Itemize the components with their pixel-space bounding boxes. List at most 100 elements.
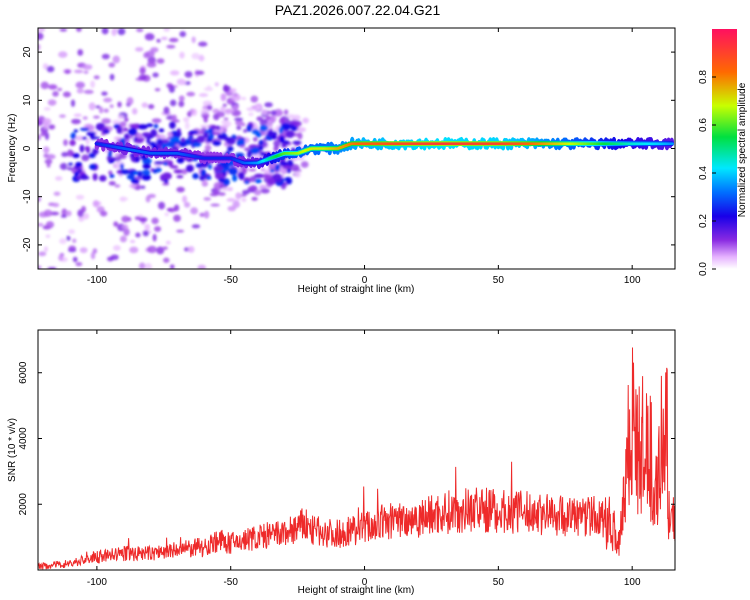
noise-blob	[192, 173, 199, 180]
noise-blob	[160, 36, 168, 41]
noise-blob	[61, 208, 68, 217]
x-tick-label: 0	[362, 577, 368, 588]
noise-blob	[184, 201, 191, 208]
noise-blob	[111, 28, 117, 36]
noise-blob	[137, 170, 143, 178]
noise-blob	[67, 162, 73, 166]
noise-blob	[79, 247, 88, 254]
noise-blob	[59, 28, 68, 32]
noise-blob	[57, 87, 63, 92]
noise-blob	[95, 105, 101, 109]
noise-blob	[147, 245, 157, 254]
noise-blob	[38, 196, 41, 202]
colorbar-tick-label: 0.8	[698, 70, 709, 84]
noise-blob	[181, 168, 188, 175]
noise-blob	[77, 49, 84, 56]
noise-blob	[166, 207, 173, 212]
noise-blob	[218, 178, 226, 183]
noise-blob	[103, 97, 113, 103]
noise-blob	[163, 28, 170, 32]
noise-blob	[248, 112, 254, 117]
colorbar-label: Normalized spectral amplitude	[737, 82, 748, 217]
noise-blob	[179, 31, 187, 38]
noise-blob	[72, 256, 78, 263]
noise-blob	[72, 153, 80, 159]
noise-blob	[42, 117, 52, 126]
noise-blob	[206, 176, 212, 180]
noise-blob	[223, 137, 233, 141]
noise-blob	[40, 132, 47, 137]
noise-blob	[126, 174, 135, 180]
colorbar-tick-label: 0.0	[698, 262, 709, 276]
noise-blob	[141, 132, 152, 137]
noise-blob	[58, 254, 64, 261]
noise-blob	[272, 173, 282, 180]
noise-blob	[219, 125, 229, 129]
noise-blob	[38, 222, 44, 227]
noise-blob	[285, 130, 295, 139]
noise-blob	[114, 155, 122, 163]
noise-blob	[164, 212, 169, 217]
noise-blob	[138, 217, 148, 223]
noise-blob	[141, 102, 149, 108]
noise-blob	[203, 131, 209, 138]
noise-blob	[260, 130, 267, 136]
noise-blob	[267, 177, 276, 186]
noise-blob	[270, 135, 278, 140]
noise-blob	[241, 197, 247, 202]
noise-blob	[253, 173, 264, 179]
snr-frame	[37, 329, 676, 571]
noise-blob	[182, 195, 188, 203]
noise-blob	[226, 145, 234, 152]
noise-blob	[68, 229, 76, 235]
noise-blob	[93, 75, 100, 80]
noise-blob	[38, 134, 42, 141]
noise-blob	[186, 91, 196, 97]
noise-blob	[188, 135, 193, 139]
noise-blob	[70, 132, 77, 140]
noise-blob	[241, 122, 246, 127]
noise-blob	[145, 195, 151, 203]
noise-blob	[191, 36, 196, 44]
noise-blob	[154, 87, 161, 92]
noise-blob	[108, 159, 115, 164]
noise-blob	[297, 156, 305, 161]
noise-blob	[204, 144, 212, 151]
noise-blob	[81, 136, 88, 140]
noise-blob	[38, 265, 42, 269]
spectrogram-y-label: Frequency (Hz)	[7, 114, 18, 183]
noise-blob	[237, 138, 246, 146]
noise-blob	[253, 189, 262, 196]
noise-blob	[142, 163, 151, 170]
noise-blob	[224, 108, 235, 114]
noise-blob	[270, 110, 277, 116]
noise-blob	[179, 51, 185, 59]
colorbar-gradient	[712, 29, 737, 269]
colorbar-axis: 0.0 0.2 0.4 0.6 0.8	[698, 70, 716, 276]
noise-blob	[169, 70, 180, 76]
spectrogram-x-label: Height of straight line (km)	[298, 284, 415, 295]
noise-blob	[201, 113, 210, 119]
noise-blob	[75, 161, 83, 168]
noise-blob	[235, 119, 244, 126]
noise-blob	[78, 215, 85, 222]
noise-blob	[134, 47, 144, 52]
noise-blob	[274, 164, 281, 171]
noise-blob	[43, 146, 50, 154]
noise-blob	[279, 117, 286, 125]
noise-blob	[109, 73, 115, 81]
noise-blob	[72, 238, 77, 243]
noise-blob	[156, 246, 165, 255]
noise-blob	[189, 130, 199, 135]
noise-blob	[165, 240, 171, 245]
noise-blob	[255, 131, 262, 138]
noise-blob	[43, 246, 49, 253]
noise-blob	[82, 64, 93, 70]
noise-blob	[90, 136, 101, 140]
noise-blob	[231, 174, 238, 182]
noise-blob	[166, 44, 176, 49]
noise-blob	[183, 116, 190, 123]
snr-line	[38, 347, 675, 570]
noise-blob	[228, 167, 238, 176]
noise-blob	[249, 175, 257, 183]
